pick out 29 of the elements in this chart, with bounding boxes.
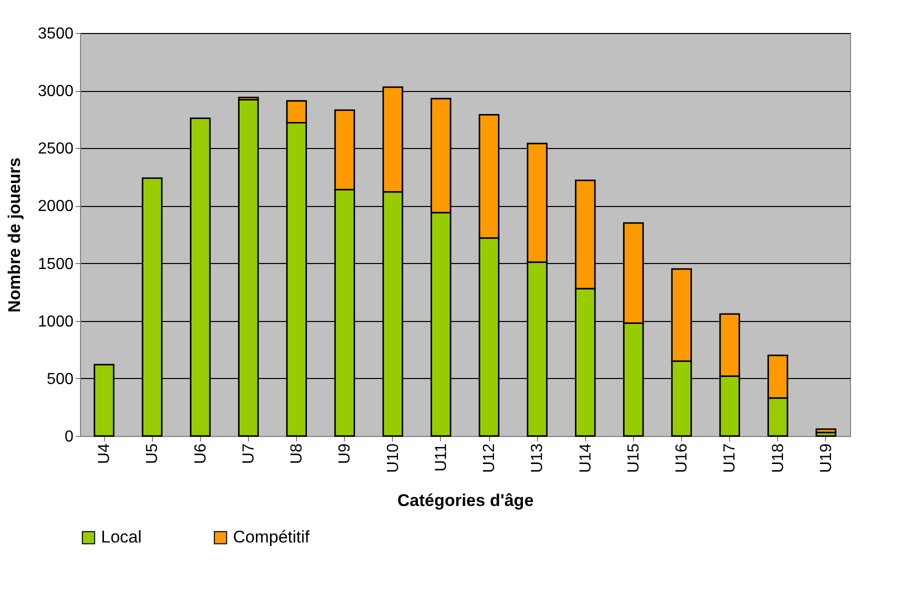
x-axis-title: Catégories d'âge bbox=[397, 490, 534, 510]
x-tick-label: U4 bbox=[96, 443, 114, 464]
x-tick-label: U13 bbox=[529, 443, 546, 473]
bar bbox=[816, 428, 836, 434]
y-tick-label: 3500 bbox=[38, 26, 74, 42]
x-tick-label: U14 bbox=[577, 443, 594, 473]
x-tick-label: U5 bbox=[144, 443, 162, 464]
x-tick-label: U11 bbox=[432, 443, 450, 472]
x-tick-label: U15 bbox=[625, 443, 642, 473]
x-tick-label: U18 bbox=[770, 443, 787, 473]
y-tick-label: 1000 bbox=[38, 313, 74, 330]
x-tick-label: U17 bbox=[722, 443, 739, 473]
y-tick-label: 2500 bbox=[38, 140, 74, 158]
x-tick-label: U7 bbox=[240, 443, 258, 464]
legend-label: Local bbox=[101, 528, 142, 547]
x-tick-label: U8 bbox=[288, 443, 306, 464]
y-tick-label: 1500 bbox=[38, 256, 74, 273]
x-tick-label: U9 bbox=[336, 443, 354, 464]
y-tick-label: 0 bbox=[64, 428, 74, 446]
legend-label: Compétitif bbox=[233, 528, 310, 547]
y-tick-label: 2000 bbox=[38, 198, 74, 216]
x-tick-label: U19 bbox=[818, 443, 835, 473]
x-tick-label: U12 bbox=[481, 443, 498, 473]
x-tick-label: U6 bbox=[192, 443, 210, 464]
y-tick-label: 3000 bbox=[38, 83, 74, 100]
y-axis-title: Nombre de joueurs bbox=[4, 158, 24, 312]
x-tick-label: U16 bbox=[674, 443, 691, 473]
x-tick-label: U10 bbox=[384, 443, 402, 473]
y-tick-label: 500 bbox=[46, 370, 74, 388]
